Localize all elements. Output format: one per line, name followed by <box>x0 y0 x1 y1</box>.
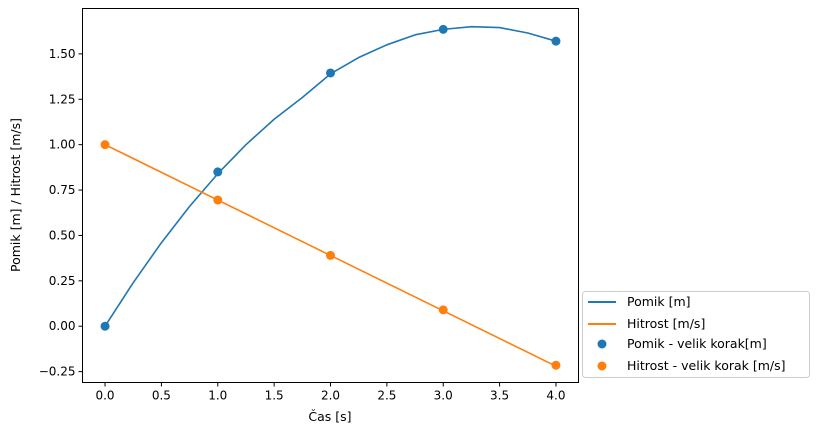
x-axis-label: Čas [s] <box>308 409 351 424</box>
y-tick-label: 0.25 <box>49 274 76 288</box>
data-point-hitrost-velik-korak-m-s <box>326 250 335 260</box>
data-point-pomik-velik-korak-m <box>438 24 448 34</box>
plot-frame <box>82 8 579 383</box>
legend: Pomik [m] Hitrost [m/s] Pomik - velik ko… <box>582 291 810 378</box>
x-tick-label: 3.0 <box>434 389 453 403</box>
data-point-pomik-velik-korak-m <box>326 68 335 78</box>
x-tick-label: 1.0 <box>208 389 227 403</box>
legend-marker-pomik-velik-korak <box>597 339 607 349</box>
data-point-hitrost-velik-korak-m-s <box>438 305 448 315</box>
legend-label-pomik: Pomik [m] <box>627 294 691 309</box>
y-axis-ticks: −0.25 0.00 0.25 0.50 0.75 1.00 1.25 1.50 <box>39 47 83 379</box>
legend-marker-hitrost-velik-korak <box>597 361 607 371</box>
y-tick-label: 1.00 <box>49 138 76 152</box>
y-axis-label: Pomik [m] / Hitrost [m/s] <box>8 118 23 272</box>
x-tick-label: 3.5 <box>490 389 509 403</box>
y-tick-label: 0.75 <box>49 183 76 197</box>
data-point-hitrost-velik-korak-m-s <box>213 195 223 205</box>
x-tick-label: 2.5 <box>377 389 396 403</box>
x-tick-label: 4.0 <box>546 389 565 403</box>
x-tick-label: 0.5 <box>152 389 171 403</box>
y-tick-label: −0.25 <box>39 365 76 379</box>
x-axis-ticks: 0.0 0.5 1.0 1.5 2.0 2.5 3.0 3.5 4.0 <box>95 382 566 403</box>
y-tick-label: 0.50 <box>49 228 76 242</box>
y-tick-label: 0.00 <box>49 319 76 333</box>
data-point-hitrost-velik-korak-m-s <box>100 140 110 150</box>
legend-label-hitrost-velik-korak: Hitrost - velik korak [m/s] <box>627 358 786 373</box>
series-layer <box>100 24 561 370</box>
data-point-pomik-velik-korak-m <box>213 167 223 177</box>
legend-box <box>582 291 810 378</box>
y-tick-label: 1.25 <box>49 92 76 106</box>
y-tick-label: 1.50 <box>49 47 76 61</box>
data-point-pomik-velik-korak-m <box>100 321 110 331</box>
x-tick-label: 2.0 <box>321 389 340 403</box>
data-point-hitrost-velik-korak-m-s <box>551 360 561 370</box>
legend-label-pomik-velik-korak: Pomik - velik korak[m] <box>627 336 767 351</box>
x-tick-label: 0.0 <box>95 389 114 403</box>
data-point-pomik-velik-korak-m <box>551 36 561 46</box>
legend-label-hitrost: Hitrost [m/s] <box>627 316 705 331</box>
x-tick-label: 1.5 <box>265 389 284 403</box>
